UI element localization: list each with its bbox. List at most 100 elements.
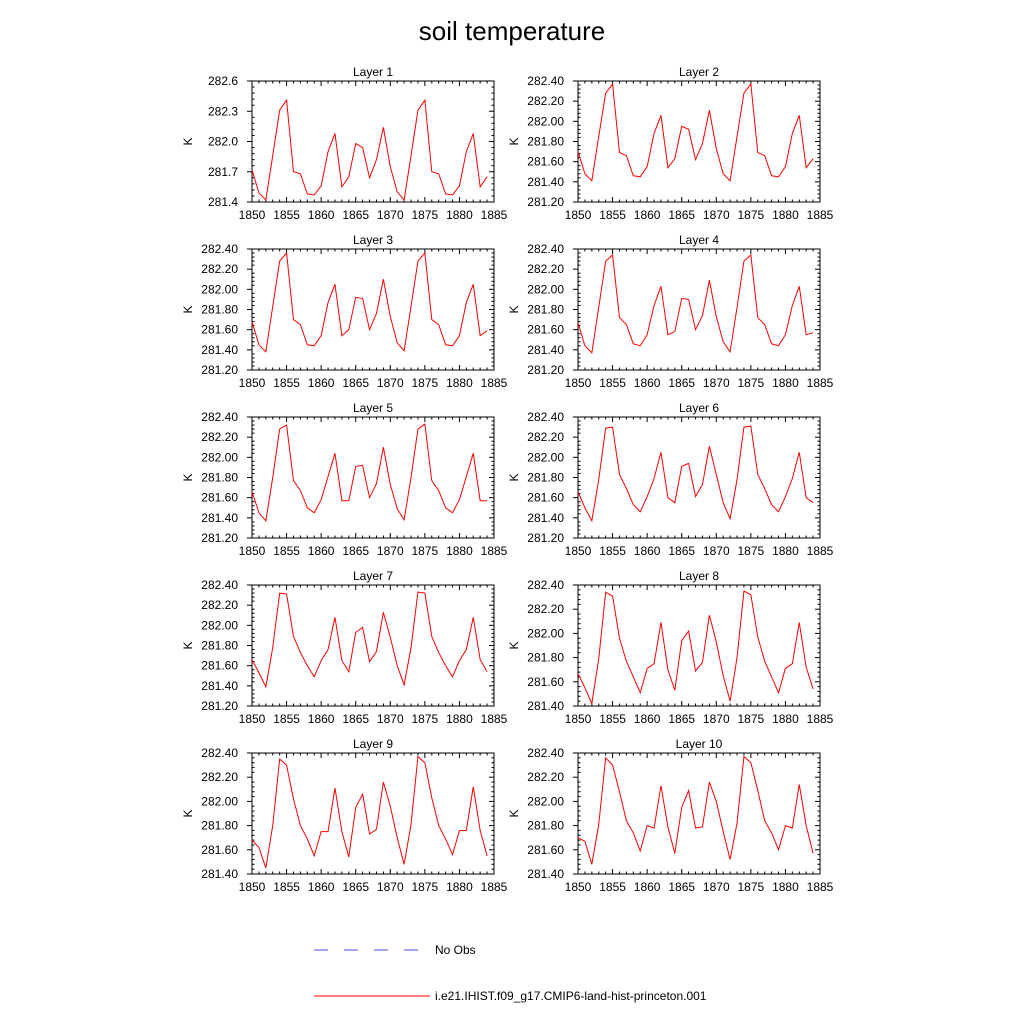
x-tick-label: 1870 [703,208,730,222]
y-tick-label: 282.00 [201,618,238,632]
x-tick-label: 1855 [273,880,300,894]
y-tick-label: 282.00 [527,450,564,464]
x-tick-label: 1880 [772,208,799,222]
x-tick-label: 1865 [342,544,369,558]
x-tick-label: 1875 [738,544,765,558]
series-line [251,591,488,689]
x-tick-label: 1865 [668,712,695,726]
x-tick-label: 1875 [738,880,765,894]
plot-frame [251,752,495,875]
y-tick-label: 282.40 [201,578,238,592]
y-tick-label: 282.20 [527,602,564,616]
x-tick-label: 1870 [703,544,730,558]
plot-frame [577,416,821,539]
chart-panel-9: Layer 9 1850 1855 1860 1865 1870 1875 1880 1885 2… [181,737,508,894]
legend-obs-label: No Obs [435,943,476,957]
x-tick-label: 1855 [599,880,626,894]
x-tick-label: 1865 [668,880,695,894]
x-tick-label: 1870 [377,376,404,390]
y-tick-label: 282.40 [527,74,564,88]
y-axis-label: K [507,641,521,649]
y-tick-label: 281.7 [208,165,238,179]
y-tick-label: 282.20 [527,94,564,108]
y-tick-label: 282.20 [527,770,564,784]
x-tick-label: 1870 [377,208,404,222]
y-tick-label: 282.00 [201,450,238,464]
y-tick-label: 281.40 [527,867,564,881]
panel-title: Layer 10 [676,737,723,751]
chart-panel-2: Layer 2 1850 1855 1860 1865 1870 1875 1880 1885 2… [507,65,834,222]
panel-title: Layer 7 [353,569,393,583]
x-tick-label: 1850 [239,376,266,390]
y-tick-label: 281.60 [201,491,238,505]
x-tick-label: 1880 [772,712,799,726]
y-tick-label: 282.40 [527,410,564,424]
x-tick-label: 1850 [565,880,592,894]
x-tick-label: 1860 [634,880,661,894]
panel-grid: Layer 1 1850 1855 1860 1865 1870 1875 1880 1885 2… [181,65,834,894]
y-axis-label: K [507,809,521,817]
y-tick-label: 281.60 [527,491,564,505]
x-tick-label: 1860 [634,544,661,558]
series-line [251,423,488,523]
y-tick-label: 281.80 [527,819,564,833]
series-line [577,755,814,865]
y-axis-label: K [507,473,521,481]
x-tick-label: 1850 [239,544,266,558]
x-tick-label: 1860 [308,544,335,558]
x-tick-label: 1860 [634,712,661,726]
x-tick-label: 1855 [273,712,300,726]
x-tick-label: 1870 [377,712,404,726]
y-tick-label: 282.6 [208,74,238,88]
panel-title: Layer 6 [679,401,719,415]
y-tick-label: 282.00 [201,794,238,808]
x-tick-label: 1850 [239,880,266,894]
y-tick-label: 281.80 [527,471,564,485]
y-tick-label: 281.20 [527,363,564,377]
legend: No Obs i.e21.IHIST.f09_g17.CMIP6-land-hi… [314,943,707,1003]
y-tick-label: 281.60 [527,323,564,337]
y-tick-label: 282.00 [527,794,564,808]
panel-title: Layer 2 [679,65,719,79]
x-tick-label: 1875 [738,208,765,222]
panel-title: Layer 4 [679,233,719,247]
y-axis-label: K [181,305,195,313]
x-tick-label: 1855 [599,208,626,222]
panel-title: Layer 8 [679,569,719,583]
x-tick-label: 1885 [481,208,508,222]
panel-title: Layer 5 [353,401,393,415]
series-line [251,251,488,353]
y-tick-label: 282.00 [527,114,564,128]
x-tick-label: 1850 [565,376,592,390]
x-tick-label: 1860 [308,376,335,390]
x-tick-label: 1875 [412,880,439,894]
x-tick-label: 1865 [668,544,695,558]
y-tick-label: 282.00 [527,626,564,640]
y-tick-label: 281.20 [201,531,238,545]
x-tick-label: 1850 [565,208,592,222]
chart-panel-1: Layer 1 1850 1855 1860 1865 1870 1875 1880 1885 2… [181,65,508,222]
x-tick-label: 1885 [807,376,834,390]
y-tick-label: 282.00 [527,282,564,296]
y-tick-label: 281.60 [527,843,564,857]
x-tick-label: 1875 [412,376,439,390]
x-tick-label: 1885 [481,544,508,558]
y-tick-label: 282.20 [201,598,238,612]
legend-model-label: i.e21.IHIST.f09_g17.CMIP6-land-hist-prin… [435,989,707,1003]
chart-panel-8: Layer 8 1850 1855 1860 1865 1870 1875 1880 1885 2… [507,569,834,726]
x-tick-label: 1885 [807,880,834,894]
x-tick-label: 1850 [239,712,266,726]
y-axis-label: K [181,473,195,481]
y-tick-label: 281.20 [527,195,564,209]
y-axis-label: K [181,137,195,145]
y-tick-label: 281.60 [201,843,238,857]
panel-title: Layer 1 [353,65,393,79]
x-tick-label: 1865 [668,208,695,222]
y-tick-label: 282.40 [527,242,564,256]
x-tick-label: 1855 [273,544,300,558]
x-tick-label: 1865 [342,712,369,726]
x-tick-label: 1850 [239,208,266,222]
y-tick-label: 281.80 [201,471,238,485]
y-axis-label: K [181,641,195,649]
